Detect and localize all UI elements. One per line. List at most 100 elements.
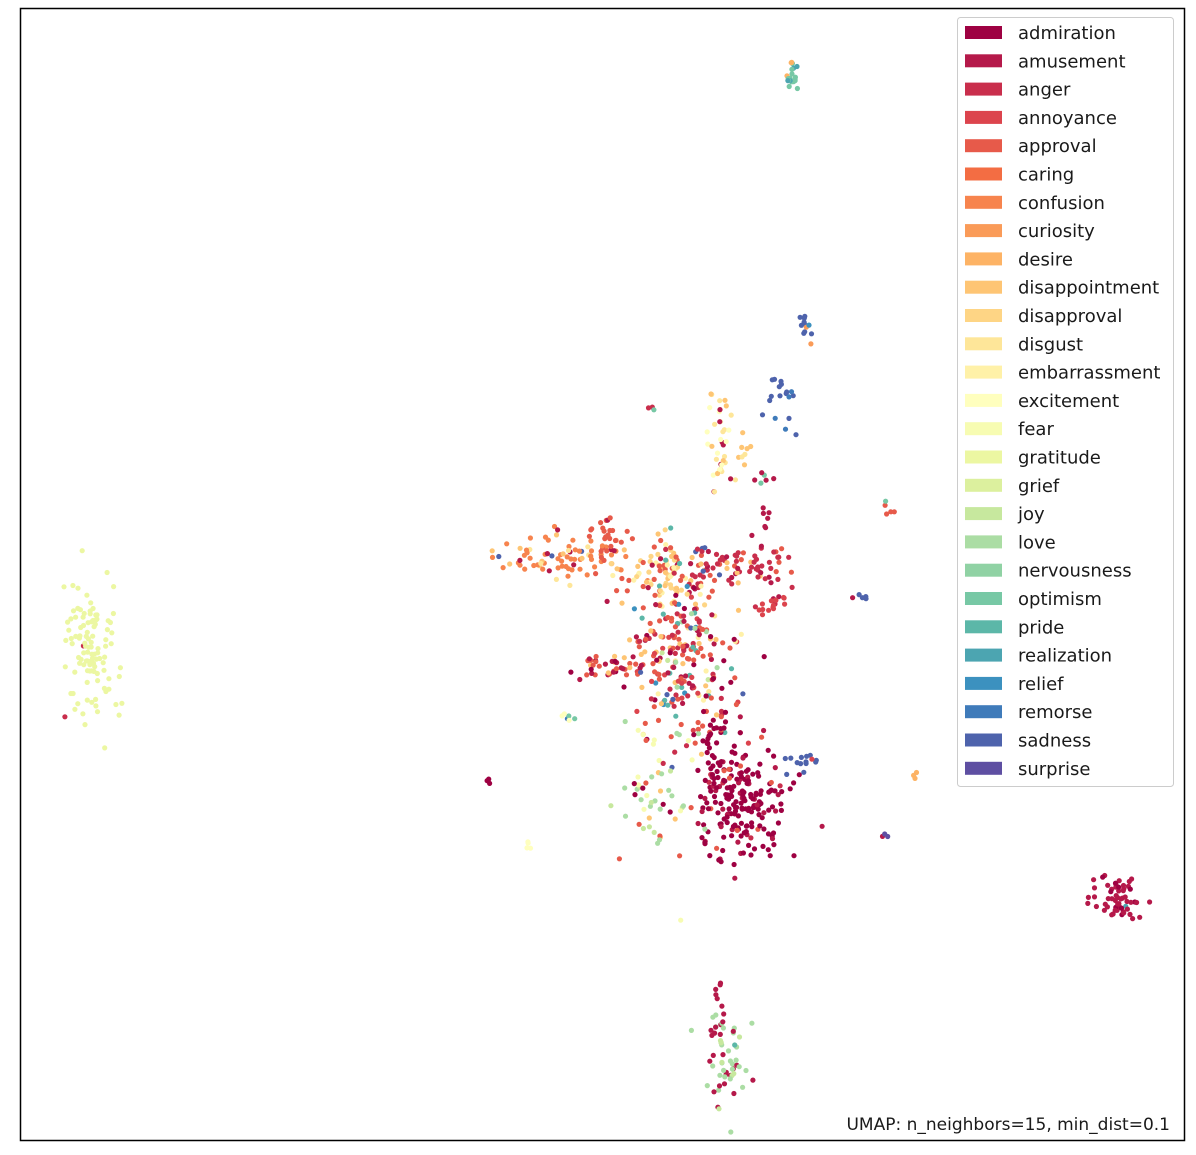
point-amusement — [707, 1058, 713, 1064]
point-anger — [62, 714, 68, 720]
point-love — [717, 1072, 723, 1078]
point-disappointment — [735, 607, 742, 613]
point-approval — [590, 662, 596, 668]
point-approval — [678, 721, 684, 728]
point-amusement — [761, 810, 767, 816]
point-confusion — [522, 566, 528, 572]
point-amusement — [690, 683, 696, 689]
point-annoyance — [782, 601, 788, 607]
point-admiration — [761, 826, 767, 832]
point-amusement — [1137, 914, 1143, 920]
point-sadness — [702, 545, 708, 551]
point-amusement — [517, 557, 523, 564]
point-amusement — [766, 574, 772, 580]
point-anger — [718, 695, 724, 702]
point-admiration — [704, 800, 710, 806]
point-gratitude — [75, 605, 81, 612]
point-gratitude — [87, 668, 93, 674]
point-fear — [651, 737, 657, 743]
point-gratitude — [103, 637, 109, 643]
point-disappointment — [642, 649, 648, 655]
point-approval — [688, 805, 694, 811]
point-admiration — [715, 774, 721, 781]
point-disappointment — [696, 640, 702, 647]
point-optimism — [566, 713, 572, 719]
legend-swatch-embarrassment — [965, 365, 1002, 379]
point-amusement — [1085, 900, 1091, 907]
point-gratitude — [76, 654, 82, 661]
point-admiration — [718, 726, 724, 732]
point-admiration — [714, 740, 720, 746]
point-love — [695, 731, 702, 737]
point-disgust — [728, 412, 734, 418]
point-amusement — [1112, 907, 1118, 913]
point-anger — [683, 743, 690, 749]
point-approval — [643, 737, 649, 744]
point-confusion — [588, 538, 594, 544]
point-love — [721, 1067, 727, 1073]
point-optimism — [651, 407, 657, 413]
point-admiration — [796, 772, 802, 778]
point-sadness — [638, 669, 644, 675]
point-approval — [608, 543, 614, 550]
point-amusement — [749, 532, 755, 539]
point-approval — [695, 726, 701, 733]
point-disappointment — [579, 555, 585, 562]
point-fear — [689, 757, 695, 763]
point-sadness — [808, 331, 815, 337]
point-gratitude — [94, 670, 100, 677]
point-approval — [884, 511, 890, 517]
point-admiration — [766, 789, 772, 795]
point-confusion — [527, 535, 534, 541]
point-anger — [775, 576, 781, 583]
legend-swatch-sadness — [965, 733, 1002, 747]
point-admiration — [771, 842, 777, 848]
point-sadness — [776, 384, 782, 390]
point-admiration — [734, 776, 740, 782]
point-optimism — [758, 480, 764, 486]
point-amusement — [688, 561, 694, 567]
point-optimism — [794, 85, 801, 92]
point-anger — [672, 749, 678, 755]
point-admiration — [741, 795, 747, 802]
point-approval — [607, 515, 613, 521]
point-approval — [624, 588, 630, 594]
legend-label-relief: relief — [1018, 674, 1064, 695]
point-gratitude — [61, 584, 67, 590]
point-annoyance — [756, 607, 762, 613]
point-approval — [651, 704, 657, 710]
point-anger — [697, 572, 703, 578]
point-fear — [685, 738, 692, 744]
point-admiration — [719, 685, 725, 691]
point-love — [688, 1027, 695, 1033]
point-annoyance — [781, 594, 787, 601]
point-disappointment — [723, 403, 729, 409]
point-admiration — [731, 743, 737, 749]
point-gratitude — [100, 660, 106, 666]
point-approval — [700, 723, 706, 729]
point-approval — [734, 827, 740, 834]
point-amusement — [680, 700, 686, 707]
point-gratitude — [94, 709, 101, 715]
point-approval — [626, 577, 632, 584]
point-gratitude — [62, 664, 68, 670]
point-disappointment — [627, 665, 633, 671]
point-love — [736, 1064, 742, 1070]
point-admiration — [740, 850, 747, 856]
point-admiration — [612, 658, 618, 665]
point-disappointment — [722, 397, 728, 403]
point-amusement — [681, 618, 687, 624]
point-disappointment — [643, 579, 650, 585]
point-anger — [675, 629, 681, 635]
point-admiration — [722, 719, 729, 725]
point-anger — [762, 576, 768, 582]
point-approval — [636, 821, 642, 827]
point-admiration — [724, 814, 730, 820]
point-approval — [672, 624, 679, 630]
point-admiration — [640, 785, 646, 791]
point-confusion — [504, 541, 510, 547]
point-approval — [655, 717, 662, 724]
point-approval — [695, 649, 701, 656]
point-approval — [656, 671, 662, 678]
point-joy — [648, 799, 654, 806]
